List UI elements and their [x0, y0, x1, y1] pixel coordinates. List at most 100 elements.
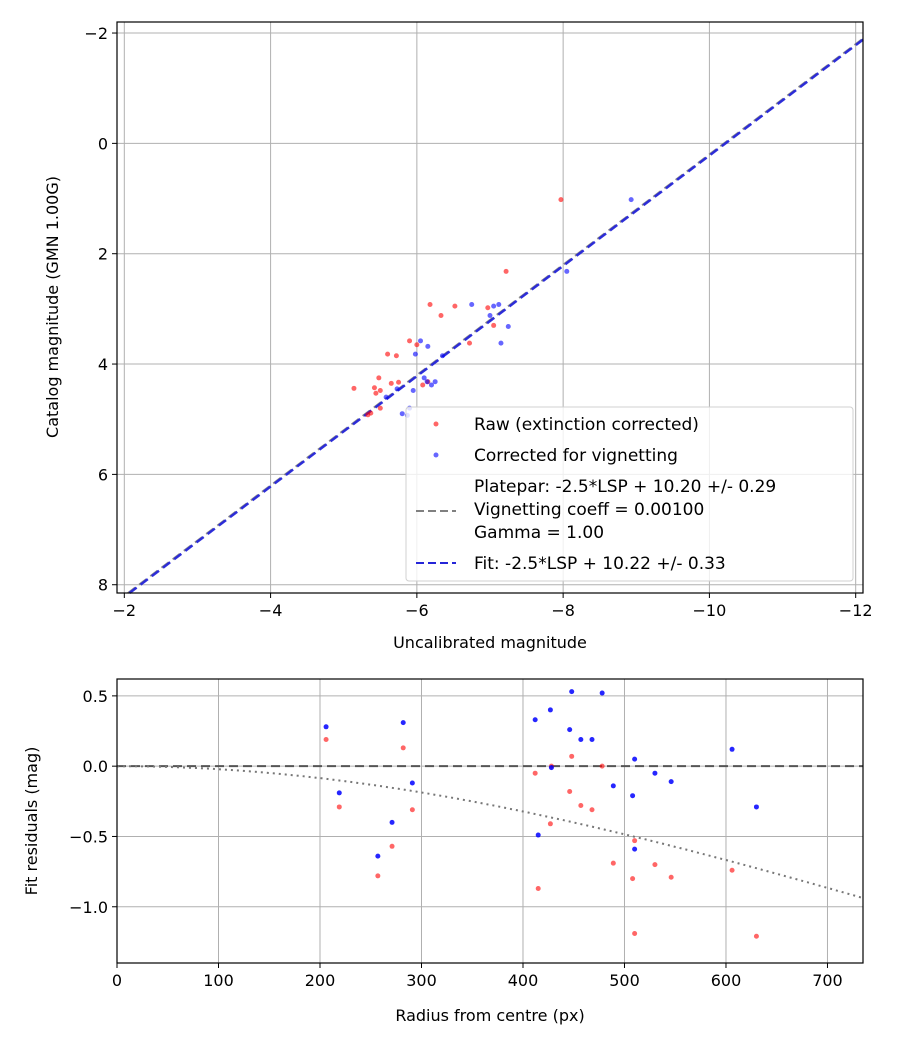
bottom-x-tick-label: 400: [508, 971, 539, 990]
bottom-x-axis-label: Radius from centre (px): [395, 1006, 584, 1025]
corrected-data-point: [394, 386, 400, 392]
raw-residual-point: [535, 885, 541, 891]
raw-data-point: [414, 342, 420, 348]
top-plot: −2 −4 −6 −8 −10 −12 −2 0 2 4 6 8 Uncalibrated magn…: [43, 21, 873, 652]
corrected-residual-point: [652, 770, 658, 776]
legend-marker-raw: [433, 421, 439, 427]
corrected-data-point: [496, 301, 502, 307]
raw-data-point: [396, 379, 402, 385]
corrected-data-point: [498, 340, 504, 346]
top-y-tick-label: 0: [98, 134, 108, 153]
corrected-data-point: [491, 303, 497, 309]
top-x-tick-label: −12: [839, 601, 873, 620]
bottom-reference-lines: [117, 765, 864, 899]
bottom-y-ticks: 0.5 0.0 −0.5 −1.0: [69, 687, 117, 917]
raw-data-point: [558, 197, 564, 203]
top-x-ticks: −2 −4 −6 −8 −10 −12: [113, 593, 873, 620]
legend-label-fit: Fit: -2.5*LSP + 10.22 +/- 0.33: [474, 554, 726, 574]
legend-label-raw: Raw (extinction corrected): [474, 415, 699, 435]
top-y-tick-label: 4: [98, 355, 108, 374]
raw-residual-point: [567, 788, 573, 794]
raw-data-point: [376, 375, 382, 381]
top-x-axis-label: Uncalibrated magnitude: [393, 633, 587, 652]
bottom-y-axis-label: Fit residuals (mag): [22, 747, 41, 896]
corrected-data-point: [412, 351, 418, 357]
bottom-x-tick-label: 700: [812, 971, 843, 990]
corrected-residual-point: [632, 756, 638, 762]
raw-residual-point: [336, 804, 342, 810]
top-x-tick-label: −10: [693, 601, 727, 620]
corrected-residual-point: [547, 707, 553, 713]
corrected-residual-point: [610, 783, 616, 789]
raw-data-point: [427, 301, 433, 307]
raw-data-point: [491, 322, 497, 328]
raw-residual-point: [578, 803, 584, 809]
raw-residual-point: [610, 860, 616, 866]
bottom-x-tick-label: 600: [711, 971, 742, 990]
corrected-data-point: [399, 411, 405, 417]
raw-residual-point: [668, 874, 674, 880]
legend-label-corrected: Corrected for vignetting: [474, 446, 678, 466]
corrected-data-point: [425, 343, 431, 349]
top-y-tick-label: 6: [98, 465, 108, 484]
top-x-tick-label: −4: [259, 601, 283, 620]
corrected-data-point: [432, 379, 438, 385]
corrected-data-point: [439, 353, 445, 359]
raw-residual-point: [753, 933, 759, 939]
raw-data-point: [452, 303, 458, 309]
raw-data-point: [385, 351, 391, 357]
legend: Raw (extinction corrected) Corrected for…: [405, 406, 854, 582]
corrected-data-point: [418, 338, 424, 344]
top-x-tick-label: −8: [551, 601, 575, 620]
bottom-plot-frame: [116, 678, 864, 964]
corrected-residual-point: [578, 736, 584, 742]
raw-data-point: [503, 268, 509, 274]
corrected-residual-point: [569, 689, 575, 695]
raw-data-point: [371, 385, 377, 391]
bottom-y-tick-label: 0.5: [83, 687, 108, 706]
corrected-residual-point: [668, 779, 674, 785]
raw-data-point: [368, 410, 374, 416]
corrected-residual-point: [599, 690, 605, 696]
corrected-data-point: [410, 388, 416, 394]
corrected-data-point: [469, 301, 475, 307]
top-scatter-points: [351, 197, 634, 418]
bottom-y-tick-label: −1.0: [69, 898, 108, 917]
raw-residual-point: [632, 838, 638, 844]
corrected-residual-point: [375, 853, 381, 859]
top-x-tick-label: −6: [405, 601, 429, 620]
bottom-grid: [116, 679, 863, 963]
raw-residual-point: [569, 753, 575, 759]
raw-data-point: [388, 380, 394, 386]
corrected-residual-point: [548, 765, 554, 771]
corrected-data-point: [421, 375, 427, 381]
bottom-x-tick-label: 200: [305, 971, 336, 990]
corrected-data-point: [383, 394, 389, 400]
raw-residual-point: [532, 770, 538, 776]
corrected-residual-point: [409, 780, 415, 786]
raw-data-point: [485, 305, 491, 311]
raw-residual-point: [589, 807, 595, 813]
raw-data-point: [377, 405, 383, 411]
corrected-residual-point: [400, 720, 406, 726]
top-x-tick-label: −2: [113, 601, 137, 620]
raw-residual-point: [389, 843, 395, 849]
top-y-tick-label: 8: [98, 576, 108, 595]
bottom-plot: 0 100 200 300 400 500 600 700 0.5 0.0 −0.5 −1.0 Ra…: [22, 678, 864, 1025]
raw-residual-point: [375, 873, 381, 879]
top-y-ticks: −2 0 2 4 6 8: [84, 24, 117, 595]
raw-data-point: [438, 312, 444, 318]
bottom-x-ticks: 0 100 200 300 400 500 600 700: [112, 963, 843, 990]
raw-residual-point: [632, 930, 638, 936]
corrected-data-point: [564, 268, 570, 274]
bottom-scatter-points: [323, 689, 759, 939]
legend-marker-corrected: [433, 452, 439, 458]
bottom-y-tick-label: −0.5: [69, 827, 108, 846]
vignetting-model-curve: [117, 765, 864, 899]
bottom-x-tick-label: 0: [112, 971, 122, 990]
corrected-data-point: [424, 379, 430, 385]
corrected-data-point: [628, 197, 634, 203]
raw-data-point: [407, 338, 413, 344]
bottom-x-tick-label: 100: [203, 971, 234, 990]
